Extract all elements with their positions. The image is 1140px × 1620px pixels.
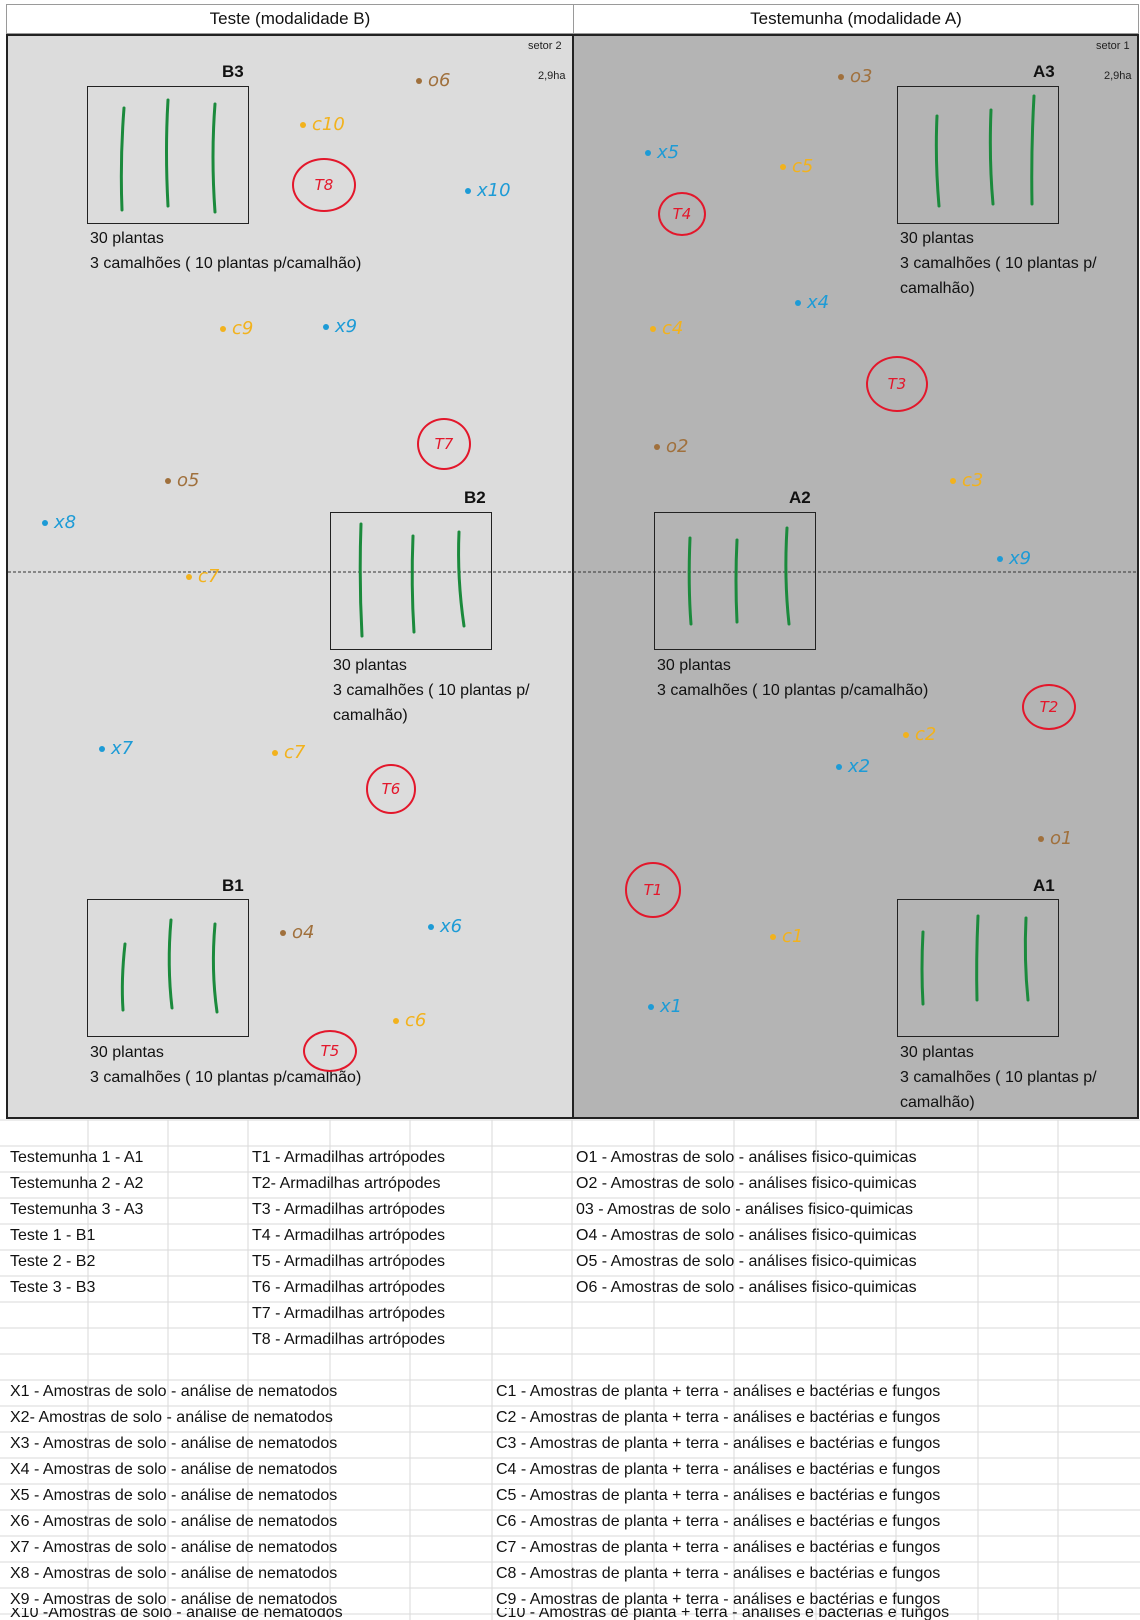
nematode-sample-x9: x9 [323,316,357,337]
soil-sample-o5: o5 [165,470,199,491]
plant-sample-c3: c3 [950,470,983,491]
nematode-sample-x1: x1 [648,996,682,1017]
trap-t8: T8 [292,158,356,212]
plot-a2 [654,512,816,650]
legend1-row: Testemunha 1 - A1 T1 - Armadilhas artrópo… [10,1149,917,1166]
nematode-sample-x5: x5 [645,142,679,163]
legend2-row: X6 - Amostras de solo - análise de nemat… [10,1513,941,1530]
plot-b3-label: B3 [222,62,244,81]
trap-t4: T4 [658,192,706,236]
legend2-row: X4 - Amostras de solo - análise de nemat… [10,1461,941,1478]
legend2-row: X3 - Amostras de solo - análise de nemat… [10,1435,941,1452]
trap-t7: T7 [417,418,471,470]
plant-sample-c5: c5 [780,156,813,177]
soil-sample-o3: o3 [838,66,872,87]
soil-sample-o6: o6 [416,70,450,91]
plot-a1-caption: 30 plantas 3 camalhões ( 10 plantas p/cam… [900,1044,1097,1111]
trap-t6: T6 [366,764,416,814]
nematode-sample-x10: x10 [465,180,511,201]
plot-b3-caption: 30 plantas 3 camalhões ( 10 plantas p/cam… [90,230,362,272]
plot-b3 [87,86,249,224]
legend1-row: Teste 3 - B3 T6 - Armadilhas artrópodes O6… [10,1279,917,1296]
legend2-row: X10 -Amostras de solo - análise de nemat… [10,1608,950,1620]
legend1-row: Teste 2 - B2 T5 - Armadilhas artrópodes O5… [10,1253,917,1270]
nematode-sample-x9-right: x9 [997,548,1031,569]
plot-b2-caption: 30 plantas 3 camalhões ( 10 plantas p/cam… [333,657,530,724]
nematode-sample-x2: x2 [836,756,870,777]
trap-t5: T5 [303,1030,357,1072]
legend1-row: T7 - Armadilhas artrópodes [252,1305,445,1322]
plot-a1 [897,899,1059,1037]
legend2-row: X9 - Amostras de solo - análise de nemat… [10,1591,941,1608]
field-panel-left [6,34,574,1119]
nematode-sample-x8: x8 [42,512,76,533]
setor-right-area: 2,9ha [1104,70,1132,82]
setor-left-area: 2,9ha [538,70,566,82]
header-testemunha: Testemunha (modalidade A) [573,4,1139,34]
soil-sample-o1: o1 [1038,828,1072,849]
plant-sample-c10: c10 [300,114,345,135]
plant-sample-c2: c2 [903,724,936,745]
plot-a3-caption: 30 plantas 3 camalhões ( 10 plantas p/cam… [900,230,1097,297]
header-teste: Teste (modalidade B) [6,4,574,34]
plant-sample-c4: c4 [650,318,683,339]
plot-a1-label: A1 [1033,876,1055,895]
soil-sample-o2: o2 [654,436,688,457]
plot-b2 [330,512,492,650]
legend1-row: T8 - Armadilhas artrópodes [252,1331,445,1348]
legend2-row: X2- Amostras de solo - análise de nemato… [10,1409,941,1426]
plant-sample-c1: c1 [770,926,803,947]
nematode-sample-x7: x7 [99,738,133,759]
plot-a3 [897,86,1059,224]
legend2-row: X8 - Amostras de solo - análise de nemat… [10,1565,941,1582]
legend2-row: X7 - Amostras de solo - análise de nemat… [10,1539,941,1556]
setor-left-label: setor 2 [528,40,562,52]
soil-sample-o4: o4 [280,922,314,943]
plot-b1 [87,899,249,1037]
legend1-row: Testemunha 2 - A2 T2- Armadilhas artrópod… [10,1175,917,1192]
legend2-row: X5 - Amostras de solo - análise de nemat… [10,1487,941,1504]
legend1-row: Teste 1 - B1 T4 - Armadilhas artrópodes O4… [10,1227,917,1244]
legend1-row: Testemunha 3 - A3 T3 - Armadilhas artrópo… [10,1201,914,1218]
trap-t3: T3 [866,356,928,412]
plot-b1-caption: 30 plantas 3 camalhões ( 10 plantas p/cam… [90,1044,362,1086]
plant-sample-c7-lower: c7 [272,742,305,763]
nematode-sample-x4: x4 [795,292,829,313]
plot-b1-label: B1 [222,876,244,895]
trap-t1: T1 [625,862,681,918]
legend2-row: X1 - Amostras de solo - análise de nemat… [10,1383,941,1400]
plot-a2-label: A2 [789,488,811,507]
setor-right-label: setor 1 [1096,40,1130,52]
plant-sample-c7: c7 [186,566,219,587]
plot-b2-label: B2 [464,488,486,507]
plot-a2-caption: 30 plantas 3 camalhões ( 10 plantas p/cam… [657,657,929,699]
plot-a3-label: A3 [1033,62,1055,81]
trap-t2: T2 [1022,684,1076,730]
plant-sample-c6: c6 [393,1010,426,1031]
plant-sample-c9: c9 [220,318,253,339]
nematode-sample-x6: x6 [428,916,462,937]
